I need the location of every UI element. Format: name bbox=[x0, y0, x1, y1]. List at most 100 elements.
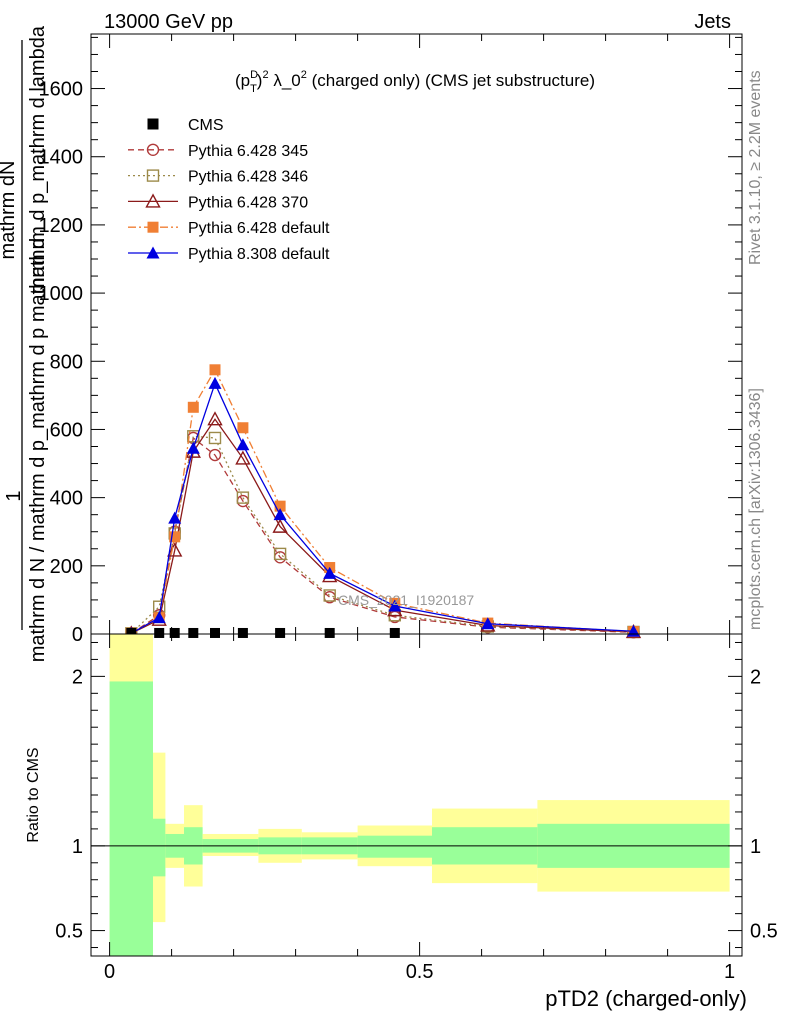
y-label-top: 1 bbox=[3, 490, 25, 501]
data-point-p8def bbox=[208, 376, 222, 389]
ratio-y-label: Ratio to CMS bbox=[25, 747, 42, 842]
ratio-bands bbox=[109, 634, 730, 956]
data-point-p370 bbox=[207, 411, 223, 426]
main-y-label: 1 mathrm dN mathrm d p_mathrm d lambda m… bbox=[0, 25, 49, 662]
ratio-y-tick-label: 1 bbox=[72, 836, 83, 858]
ratio-band-inner bbox=[153, 818, 166, 877]
data-point-cms bbox=[169, 627, 180, 638]
data-point-p345 bbox=[208, 448, 222, 462]
data-point-p346 bbox=[236, 491, 250, 504]
legend-item-p6def: Pythia 6.428 default bbox=[128, 220, 330, 237]
data-point-p8def bbox=[236, 438, 250, 451]
legend-marker bbox=[146, 246, 160, 259]
legend-label: Pythia 6.428 370 bbox=[188, 194, 308, 211]
data-point-p370 bbox=[272, 518, 288, 533]
data-point-p346 bbox=[273, 547, 287, 561]
data-point-p8def bbox=[388, 599, 402, 612]
ratio-tick-labels: 0.5 0.5 1 1 2 2 0 0.5 1 bbox=[55, 666, 778, 983]
legend-marker bbox=[147, 118, 159, 130]
series-line-p370 bbox=[131, 418, 634, 634]
mcplots-label: mcplots.cern.ch [arXiv:1306.3436] bbox=[747, 388, 764, 630]
data-point-p6def bbox=[169, 531, 181, 543]
data-point-p8def bbox=[186, 441, 200, 454]
ratio-y-tick-label-right: 1 bbox=[750, 836, 761, 858]
data-point-p6def bbox=[237, 422, 249, 434]
main-y-tick-labels: 0 200 400 600 800 1000 1200 1400 1600 bbox=[39, 79, 84, 646]
legend-label: Pythia 6.428 346 bbox=[188, 169, 308, 186]
data-point-cms bbox=[126, 627, 137, 638]
legend-label: Pythia 6.428 345 bbox=[188, 143, 308, 160]
data-point-p346 bbox=[323, 589, 336, 602]
main-y-tick-label: 200 bbox=[50, 556, 83, 578]
series-cms bbox=[126, 627, 400, 638]
data-point-cms bbox=[324, 627, 335, 638]
ratio-panel: 0.5 0.5 1 1 2 2 0 0.5 1 bbox=[55, 633, 778, 983]
legend-label: Pythia 6.428 default bbox=[188, 220, 330, 237]
main-y-tick-label: 800 bbox=[50, 351, 83, 373]
watermark: CMS_2021_I1920187 bbox=[338, 592, 474, 608]
data-point-p8def bbox=[168, 511, 182, 524]
legend-item-p346: Pythia 6.428 346 bbox=[128, 169, 308, 186]
data-point-p370 bbox=[167, 542, 183, 557]
data-point-p346 bbox=[208, 431, 222, 445]
data-point-cms bbox=[237, 627, 248, 638]
title-close: ) bbox=[257, 71, 263, 90]
header-left: 13000 GeV pp bbox=[104, 11, 233, 33]
ratio-frame bbox=[90, 633, 743, 957]
legend-marker bbox=[146, 169, 160, 182]
series-line-p346 bbox=[130, 435, 634, 634]
main-y-tick-label: 1000 bbox=[39, 283, 84, 305]
data-point-p6def bbox=[274, 500, 286, 512]
legend-label: Pythia 8.308 default bbox=[188, 246, 330, 263]
data-point-cms bbox=[188, 627, 199, 638]
ratio-ticks bbox=[91, 634, 742, 956]
title-sup-d: D bbox=[250, 69, 258, 81]
data-point-cms bbox=[154, 627, 165, 638]
y-label-denominator-2: mathrm d p_mathrm d lambda bbox=[27, 25, 49, 294]
data-point-p370 bbox=[235, 450, 251, 465]
data-point-cms bbox=[389, 627, 400, 638]
main-y-tick-label: 1600 bbox=[39, 79, 84, 101]
main-y-tick-label: 1200 bbox=[39, 215, 84, 237]
main-title: (pD T)2 λ_02 (charged only) (CMS jet subs… bbox=[235, 69, 595, 95]
main-y-tick-label: 600 bbox=[50, 419, 83, 441]
ratio-x-tick-label: 0.5 bbox=[406, 961, 434, 983]
legend-marker bbox=[147, 221, 159, 233]
legend-label: CMS bbox=[188, 117, 224, 134]
ratio-x-tick-label: 1 bbox=[724, 961, 735, 983]
data-point-p8def bbox=[481, 617, 495, 630]
data-point-p8def bbox=[152, 611, 166, 624]
ratio-y-tick-label: 0.5 bbox=[55, 921, 83, 943]
title-lambda: λ_0 bbox=[269, 71, 301, 90]
legend: CMS Pythia 6.428 345 Pythia 6.428 346 Pythi… bbox=[128, 117, 330, 263]
legend-item-p345: Pythia 6.428 345 bbox=[128, 143, 308, 160]
title-sub-t: T bbox=[250, 83, 257, 95]
data-point-p6def bbox=[187, 401, 199, 413]
legend-marker bbox=[145, 193, 161, 208]
legend-item-p370: Pythia 6.428 370 bbox=[128, 193, 308, 211]
data-point-p8def bbox=[273, 508, 287, 521]
legend-item-cms: CMS bbox=[147, 117, 224, 134]
title-p: (p bbox=[235, 71, 250, 90]
series-line-p345 bbox=[130, 436, 634, 634]
data-point-p6def bbox=[209, 364, 221, 376]
ratio-y-tick-label-right: 0.5 bbox=[750, 921, 778, 943]
main-y-tick-label: 400 bbox=[50, 488, 83, 510]
main-y-tick-label: 0 bbox=[72, 624, 83, 646]
ratio-y-tick-label: 2 bbox=[72, 666, 83, 688]
y-label-numerator: mathrm dN bbox=[0, 161, 19, 260]
data-point-cms bbox=[210, 627, 220, 638]
header-right: Jets bbox=[694, 11, 731, 33]
legend-item-p8def: Pythia 8.308 default bbox=[128, 246, 330, 263]
legend-marker bbox=[146, 143, 160, 157]
data-point-p8def bbox=[323, 566, 337, 579]
title-sup-2: 2 bbox=[262, 69, 268, 81]
x-axis-label: pTD2 (charged-only) bbox=[545, 986, 747, 1011]
data-point-cms bbox=[275, 627, 286, 638]
series-p8def bbox=[124, 376, 640, 639]
ratio-y-tick-label-right: 2 bbox=[750, 666, 761, 688]
y-label-denominator-1: mathrm d N / mathrm d p_mathrm d p mathr… bbox=[27, 238, 49, 663]
main-series bbox=[123, 364, 642, 640]
ratio-band-inner bbox=[109, 681, 153, 956]
